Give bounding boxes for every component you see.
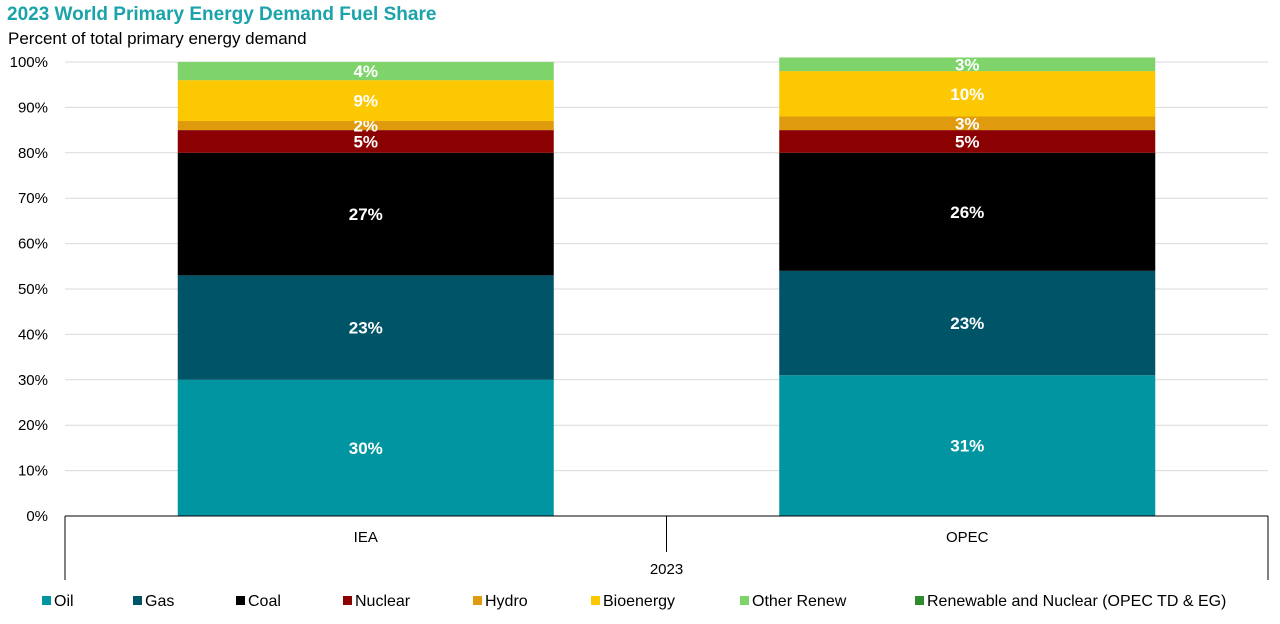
legend-label: Other Renew <box>752 593 847 610</box>
x-category-label: OPEC <box>946 529 989 546</box>
y-tick-label: 100% <box>10 54 48 71</box>
legend-swatch <box>343 596 352 605</box>
data-label: 30% <box>349 439 383 458</box>
y-tick-label: 90% <box>18 99 48 116</box>
data-label: 4% <box>353 62 378 81</box>
bar-segment <box>779 375 1156 516</box>
legend-swatch <box>740 596 749 605</box>
y-tick-label: 40% <box>18 326 48 343</box>
bar-segment <box>779 57 1156 72</box>
data-label: 3% <box>955 55 980 74</box>
bar-segment <box>177 62 554 81</box>
x-group-label: 2023 <box>650 561 683 578</box>
x-category-label: IEA <box>354 529 378 546</box>
data-label: 9% <box>353 92 378 111</box>
bar-segment <box>177 130 554 153</box>
data-label: 3% <box>955 114 980 133</box>
chart-title: 2023 World Primary Energy Demand Fuel Sh… <box>7 4 437 25</box>
legend-label: Oil <box>54 593 74 610</box>
legend-label: Nuclear <box>355 593 411 610</box>
y-tick-label: 20% <box>18 417 48 434</box>
data-label: 10% <box>950 85 984 104</box>
y-tick-label: 50% <box>18 281 48 298</box>
bar-segment <box>779 270 1156 376</box>
legend-swatch <box>915 596 924 605</box>
bar-segment <box>779 130 1156 153</box>
y-tick-label: 0% <box>26 508 48 525</box>
bar-segment <box>177 152 554 276</box>
data-label: 31% <box>950 437 984 456</box>
data-label: 23% <box>950 314 984 333</box>
legend-swatch <box>42 596 51 605</box>
legend-label: Coal <box>248 593 281 610</box>
bar-segment <box>177 121 554 131</box>
legend-swatch <box>591 596 600 605</box>
chart-subtitle: Percent of total primary energy demand <box>8 29 307 48</box>
bar-segment <box>177 379 554 516</box>
data-label: 2% <box>353 117 378 136</box>
data-label: 23% <box>349 319 383 338</box>
bar-segment <box>177 275 554 380</box>
bar-segment <box>779 152 1156 271</box>
bar-segment <box>779 116 1156 131</box>
legend-swatch <box>236 596 245 605</box>
bar-segment <box>177 80 554 122</box>
legend-swatch <box>133 596 142 605</box>
legend-label: Gas <box>145 593 174 610</box>
data-label: 26% <box>950 203 984 222</box>
y-tick-label: 70% <box>18 190 48 207</box>
data-label: 27% <box>349 205 383 224</box>
y-tick-label: 80% <box>18 145 48 162</box>
y-tick-label: 60% <box>18 236 48 253</box>
data-label: 5% <box>353 132 378 151</box>
bar-segment <box>779 71 1156 117</box>
data-label: 5% <box>955 132 980 151</box>
y-tick-label: 30% <box>18 372 48 389</box>
legend-label: Hydro <box>485 593 528 610</box>
y-tick-label: 10% <box>18 463 48 480</box>
legend-label: Bioenergy <box>603 593 675 610</box>
legend-label: Renewable and Nuclear (OPEC TD & EG) <box>927 593 1226 610</box>
legend-swatch <box>473 596 482 605</box>
